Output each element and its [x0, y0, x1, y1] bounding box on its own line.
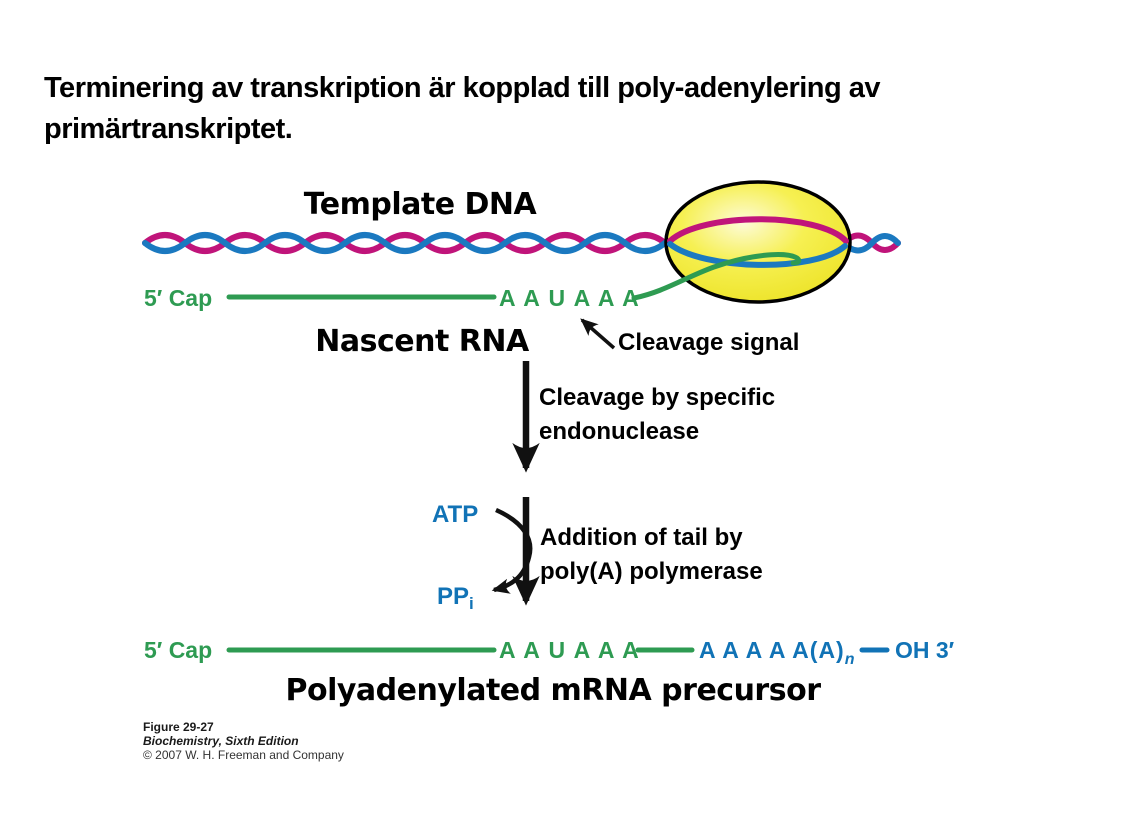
five-prime-cap-label-bottom: 5′ Cap [144, 637, 212, 663]
figure-book-title: Biochemistry, Sixth Edition [143, 734, 299, 748]
cleavage-signal-label: Cleavage signal [618, 329, 799, 356]
polya-tail-sequence-base: A A A A A(A) [699, 637, 845, 663]
dna-strand-pink-through-polymerase [667, 216, 849, 244]
product-label: Polyadenylated mRNA precursor [286, 673, 822, 708]
figure-copyright: © 2007 W. H. Freeman and Company [143, 748, 344, 762]
template-dna-label: Template DNA [304, 187, 538, 222]
slide-title: Terminering av transkription är kopplad … [44, 68, 1024, 150]
cleavage-step-label-line2: endonuclease [539, 418, 699, 445]
rna-polymerase-blob [664, 180, 852, 304]
polyadenylation-step-label-line2: poly(A) polymerase [540, 558, 763, 585]
oh-3prime-label: OH 3′ [895, 637, 955, 663]
polya-tail-subscript: n [845, 651, 856, 668]
aauaaa-sequence-top: A A U A A A [499, 285, 640, 311]
dna-strand-blue-right [841, 233, 901, 254]
dna-strand-blue-left [142, 232, 708, 254]
slide-title-line2: primärtranskriptet. [44, 113, 293, 146]
ppi-label-base: PP [437, 583, 469, 610]
ppi-label-subscript: i [469, 594, 474, 613]
polyadenylation-step-label-line1: Addition of tail by [540, 524, 743, 551]
cleavage-step-label-line1: Cleavage by specific [539, 384, 775, 411]
five-prime-cap-label-top: 5′ Cap [144, 285, 212, 311]
atp-label: ATP [432, 501, 478, 528]
dna-strand-blue-through-polymerase [667, 241, 848, 268]
polya-tail-sequence: A A A A A(A)n [699, 637, 856, 668]
nascent-rna-label: Nascent RNA [315, 324, 530, 359]
aauaaa-sequence-bottom: A A U A A A [499, 637, 640, 663]
slide-title-line1: Terminering av transkription är kopplad … [44, 72, 881, 104]
figure-number: Figure 29-27 [143, 720, 214, 734]
nascent-rna-strand-into-polymerase [631, 252, 802, 301]
cleavage-signal-arrow [580, 318, 616, 350]
ppi-label: PPi [437, 583, 474, 613]
